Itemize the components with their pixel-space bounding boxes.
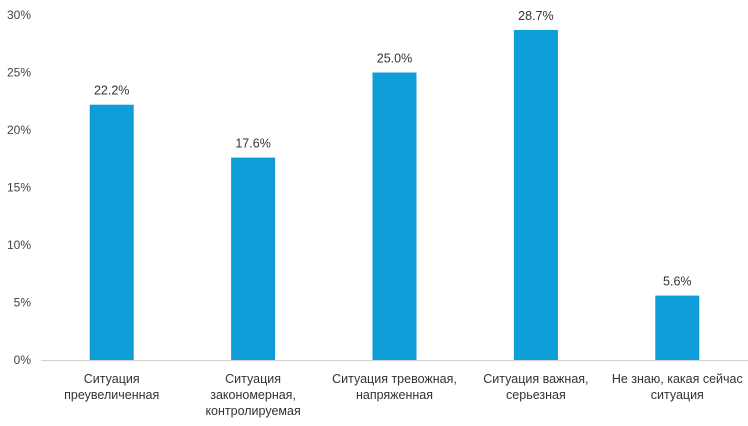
x-tick-label: Ситуация закономерная, контролируемая bbox=[205, 372, 300, 418]
bar bbox=[231, 157, 276, 360]
y-tick-label: 15% bbox=[7, 181, 31, 195]
y-tick-label: 30% bbox=[7, 8, 31, 22]
y-axis: 0% 5% 10% 15% 20% 25% 30% bbox=[7, 8, 31, 367]
bar bbox=[513, 29, 558, 360]
bars bbox=[89, 29, 700, 360]
x-tick-label: Не знаю, какая сейчас ситуация bbox=[612, 372, 743, 402]
y-tick-label: 20% bbox=[7, 123, 31, 137]
data-label: 5.6% bbox=[663, 275, 692, 289]
data-label: 28.7% bbox=[518, 9, 553, 23]
y-tick-label: 25% bbox=[7, 66, 31, 80]
x-tick-label: Ситуация важная, серьезная bbox=[483, 372, 588, 402]
x-axis: Ситуация преувеличенная Ситуация закономерн… bbox=[41, 360, 748, 418]
bar bbox=[372, 72, 417, 360]
y-tick-label: 5% bbox=[14, 296, 32, 310]
x-tick-label: Ситуация тревожная, напряженная bbox=[332, 372, 457, 402]
data-label: 22.2% bbox=[94, 84, 129, 98]
data-label: 17.6% bbox=[235, 137, 270, 151]
data-label: 25.0% bbox=[377, 52, 412, 66]
x-tick-label: Ситуация преувеличенная bbox=[64, 372, 159, 402]
bar bbox=[655, 295, 700, 360]
data-labels: 22.2% 17.6% 25.0% 28.7% 5.6% bbox=[94, 9, 692, 289]
bar bbox=[89, 104, 134, 360]
y-tick-label: 10% bbox=[7, 238, 31, 252]
y-tick-label: 0% bbox=[14, 353, 32, 367]
